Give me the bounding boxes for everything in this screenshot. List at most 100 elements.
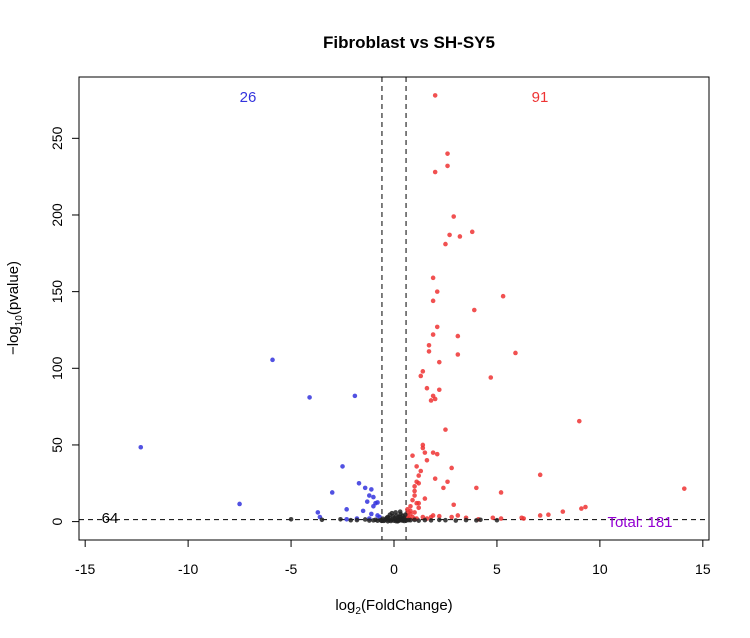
- up-point: [474, 485, 479, 491]
- up-point: [416, 500, 422, 506]
- up-point: [449, 465, 454, 471]
- ns-point: [378, 517, 383, 523]
- up-point: [445, 479, 450, 485]
- up-point: [469, 229, 475, 235]
- x-tick-label: -5: [285, 561, 298, 577]
- ns-point: [288, 517, 294, 522]
- up-point: [513, 350, 518, 356]
- up-point: [428, 398, 434, 403]
- y-tick-label: 150: [49, 280, 65, 304]
- down-point: [371, 503, 376, 509]
- down-point: [237, 501, 242, 507]
- ns-point: [348, 517, 354, 523]
- up-point: [405, 507, 410, 512]
- up-point: [436, 359, 442, 365]
- ns-point: [474, 518, 479, 523]
- up-point: [443, 427, 448, 432]
- up-point: [537, 472, 543, 478]
- up-point: [410, 453, 415, 458]
- ns-point: [389, 510, 395, 516]
- y-tick-label: 50: [49, 437, 65, 453]
- down-point: [352, 393, 358, 399]
- up-point: [434, 289, 440, 294]
- ns-point: [436, 517, 442, 523]
- up-point: [416, 473, 422, 478]
- ns-point: [443, 517, 448, 523]
- up-point: [455, 513, 461, 518]
- up-point: [426, 349, 432, 354]
- down-point: [340, 464, 345, 469]
- down-point: [369, 511, 374, 517]
- ns-point: [406, 517, 411, 523]
- ns-point: [366, 518, 372, 523]
- down-point: [329, 490, 335, 495]
- up-point: [412, 510, 417, 515]
- down-count-label: 26: [240, 89, 257, 106]
- ns-point: [403, 512, 408, 518]
- up-point: [412, 488, 417, 494]
- up-count-label: 91: [532, 89, 549, 106]
- ns-point: [385, 518, 391, 524]
- down-point: [375, 500, 380, 505]
- y-tick-label: 100: [49, 356, 65, 380]
- up-point: [560, 509, 566, 514]
- up-point: [498, 516, 504, 521]
- ns-point: [422, 517, 428, 523]
- down-point: [344, 517, 349, 522]
- up-point: [428, 514, 434, 520]
- up-point: [410, 497, 415, 503]
- ns-point: [416, 518, 422, 523]
- down-point: [371, 494, 376, 500]
- x-tick-label: 0: [390, 561, 398, 577]
- x-tick-label: -10: [178, 561, 198, 577]
- up-point: [422, 496, 428, 501]
- ns-point: [412, 517, 417, 523]
- up-point: [430, 275, 436, 281]
- up-point: [432, 396, 438, 402]
- up-point: [498, 490, 504, 495]
- up-point: [443, 241, 448, 247]
- ns-point: [362, 517, 368, 522]
- ns-point: [453, 518, 459, 523]
- down-point: [138, 444, 144, 450]
- down-point: [362, 485, 368, 491]
- threshold-lines: [79, 77, 709, 540]
- up-point: [424, 385, 430, 391]
- ns-count-label: 64: [102, 510, 119, 527]
- up-point: [430, 332, 436, 337]
- up-point: [681, 486, 687, 491]
- chart-title: Fibroblast vs SH-SY5: [323, 33, 495, 52]
- up-point: [457, 234, 463, 239]
- total-label: Total: 181: [607, 514, 672, 531]
- up-point: [583, 504, 588, 510]
- up-point: [490, 515, 496, 521]
- up-point: [420, 369, 426, 374]
- down-point: [307, 395, 312, 400]
- up-point: [576, 418, 582, 424]
- ns-point: [395, 518, 401, 524]
- up-point: [434, 451, 440, 457]
- up-point: [546, 512, 551, 518]
- ns-point: [397, 509, 403, 514]
- down-point: [369, 487, 374, 492]
- up-point: [424, 457, 430, 463]
- down-point: [360, 508, 366, 514]
- up-point: [488, 375, 494, 380]
- up-point: [471, 307, 477, 313]
- up-point: [449, 514, 454, 520]
- up-point: [418, 373, 424, 379]
- x-axis: -15 -10 -5 0 5 10 15: [75, 539, 711, 577]
- up-point: [414, 464, 419, 469]
- up-point: [426, 342, 432, 348]
- up-point: [455, 333, 461, 339]
- x-tick-label: 5: [493, 561, 501, 577]
- up-point: [416, 505, 422, 511]
- y-tick-label: 0: [49, 518, 65, 526]
- y-axis-label: −log10(pvalue): [5, 261, 25, 355]
- y-tick-label: 250: [49, 126, 65, 150]
- x-axis-label: log2(FoldChange): [335, 597, 452, 617]
- up-point: [455, 352, 461, 357]
- up-point: [420, 445, 426, 451]
- x-tick-label: 15: [695, 561, 711, 577]
